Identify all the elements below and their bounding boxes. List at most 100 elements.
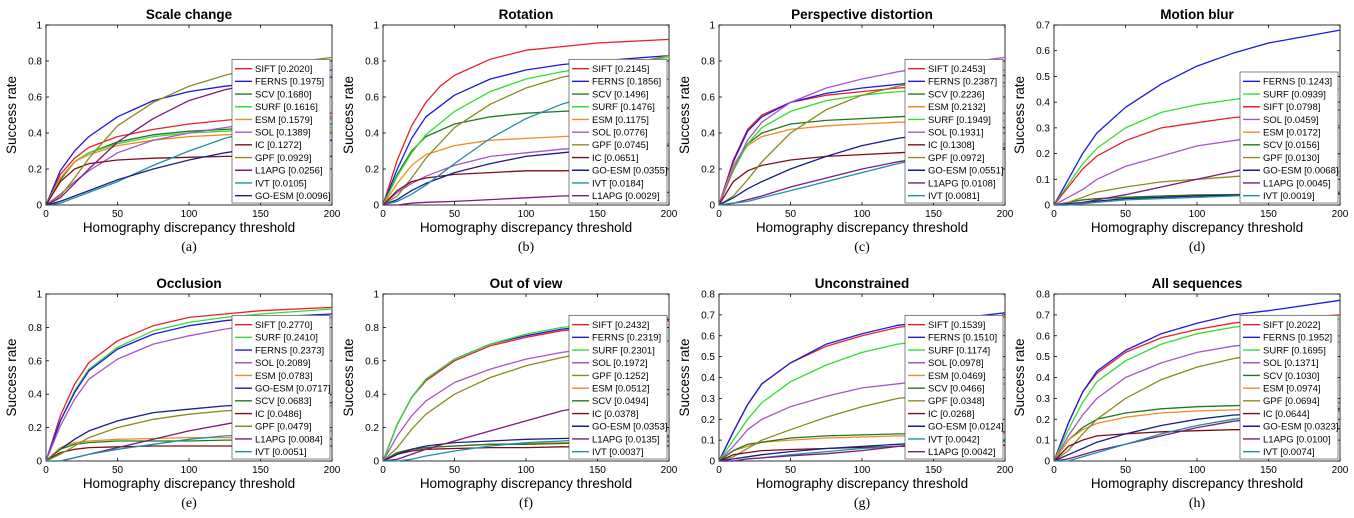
y-tick-label: 0 (1044, 201, 1050, 212)
legend-label: FERNS [0.1856] (592, 77, 661, 88)
legend-label: IVT [0.0042] (928, 434, 980, 445)
legend-label: SCV [0.1496] (592, 89, 649, 100)
y-tick-label: 0.3 (1036, 123, 1050, 134)
legend-label: FERNS [0.2387] (928, 77, 997, 88)
legend-box (904, 58, 1004, 204)
y-tick-label: 0.7 (1036, 21, 1050, 32)
y-tick-label: 0 (36, 201, 42, 212)
y-tick-label: 0 (373, 201, 379, 212)
legend-label: IVT [0.0019] (1263, 191, 1315, 202)
legend-label: GPF [0.0972] (928, 153, 985, 164)
legend-label: SCV [0.0683] (255, 396, 312, 407)
legend-label: SIFT [0.2432] (592, 320, 649, 331)
legend-label: SIFT [0.0798] (1263, 102, 1320, 113)
y-tick-label: 0.6 (28, 356, 42, 367)
panel-title: Unconstrained (815, 276, 910, 291)
y-tick-label: 0.6 (28, 93, 42, 104)
panel-title: Occlusion (156, 276, 221, 291)
y-tick-label: 0.7 (1036, 310, 1050, 321)
series-line-sift (45, 306, 333, 462)
legend-label: SURF [0.0939] (1263, 89, 1326, 100)
legend-label: SCV [0.0494] (592, 396, 649, 407)
legend-label: GPF [0.0130] (1263, 153, 1320, 164)
y-tick-label: 0.8 (28, 323, 42, 334)
y-axis-label: Success rate (4, 76, 19, 154)
legend-label: SURF [0.1174] (928, 345, 990, 356)
x-tick-label: 50 (449, 465, 461, 476)
x-tick-label: 100 (181, 465, 198, 476)
y-tick-label: 0.6 (1036, 46, 1050, 57)
legend-label: SIFT [0.2770] (255, 320, 312, 331)
legend-label: L1APG [0.0256] (255, 166, 323, 177)
legend-label: L1APG [0.0108] (928, 178, 996, 189)
y-tick-label: 0.8 (365, 57, 379, 68)
legend-label: ESM [0.0974] (1263, 383, 1321, 394)
panel-3: Perspective distortion 0 50 100 150 200 0 0.2 0.… (677, 7, 1014, 255)
y-tick-label: 0 (373, 457, 379, 468)
legend-label: SOL [0.1371] (1263, 358, 1319, 369)
x-tick-label: 0 (43, 209, 49, 220)
legend-box (568, 58, 668, 204)
x-axis-label: Homography discrepancy threshold (1091, 220, 1303, 235)
legend-label: IC [0.0644] (1263, 409, 1309, 420)
legend-label: GO-ESM [0.0551] (928, 166, 1004, 177)
x-tick-label: 100 (518, 465, 535, 476)
legend-label: ESM [0.0783] (255, 371, 313, 382)
x-tick-label: 50 (1120, 209, 1132, 220)
legend-label: SCV [0.1680] (255, 89, 312, 100)
x-tick-label: 50 (112, 209, 124, 220)
panel-title: Perspective distortion (791, 7, 933, 22)
y-tick-label: 0.4 (28, 390, 42, 401)
x-tick-label: 200 (661, 465, 678, 476)
x-tick-label: 50 (449, 209, 461, 220)
y-tick-label: 0.1 (1036, 175, 1050, 186)
legend-label: L1APG [0.0100] (1263, 434, 1331, 445)
y-tick-label: 0.8 (1036, 290, 1050, 301)
legend-label: SOL [0.1931] (928, 127, 984, 138)
y-tick-label: 0.2 (28, 165, 42, 176)
legend-label: FERNS [0.1510] (928, 333, 997, 344)
panel-7: Unconstrained 0 50 100 150 200 0 0.1 0.2 0.3 0.4 0.… (677, 276, 1014, 511)
x-tick-label: 0 (716, 465, 722, 476)
y-tick-label: 0.4 (365, 390, 379, 401)
legend-label: ESM [0.0469] (928, 371, 986, 382)
y-tick-label: 0.3 (1036, 394, 1050, 405)
legend-label: SCV [0.2236] (928, 89, 985, 100)
legend-label: L1APG [0.0029] (592, 191, 660, 202)
legend-label: SIFT [0.2020] (255, 64, 312, 75)
subfigure-label: (d) (1189, 240, 1206, 255)
x-axis-label: Homography discrepancy threshold (756, 476, 968, 491)
x-axis-label: Homography discrepancy threshold (420, 220, 632, 235)
legend-label: FERNS [0.1243] (1263, 77, 1332, 88)
x-axis-label: Homography discrepancy threshold (420, 476, 632, 491)
legend-label: IC [0.0378] (592, 409, 638, 420)
legend-label: SIFT [0.2022] (1263, 320, 1320, 331)
x-axis-label: Homography discrepancy threshold (1091, 476, 1303, 491)
y-tick-label: 0.8 (28, 57, 42, 68)
legend-label: FERNS [0.2319] (592, 333, 661, 344)
panel-8: All sequences 0 50 100 150 200 0 0.1 0.2 0.3 0.4 0.… (1012, 276, 1349, 511)
x-tick-label: 0 (380, 209, 386, 220)
legend-label: GPF [0.0479] (255, 422, 312, 433)
y-tick-label: 0.2 (1036, 149, 1050, 160)
legend-label: ESM [0.1579] (255, 115, 313, 126)
y-tick-label: 0.4 (1036, 98, 1050, 109)
y-tick-label: 0.1 (1036, 436, 1050, 447)
series-line-sift (382, 38, 670, 206)
x-tick-label: 200 (324, 465, 341, 476)
legend-label: SIFT [0.2453] (928, 64, 985, 75)
y-tick-label: 0.4 (701, 373, 715, 384)
y-tick-label: 0.6 (701, 331, 715, 342)
x-axis-label: Homography discrepancy threshold (83, 220, 295, 235)
x-tick-label: 150 (925, 465, 942, 476)
legend-label: IC [0.0651] (592, 153, 638, 164)
x-tick-label: 0 (43, 465, 49, 476)
subfigure-label: (c) (854, 240, 870, 255)
legend-label: ESM [0.0172] (1263, 127, 1321, 138)
legend-label: IVT [0.0074] (1263, 447, 1315, 458)
legend-label: SIFT [0.2145] (592, 64, 649, 75)
y-tick-label: 0.6 (701, 93, 715, 104)
x-tick-label: 150 (252, 465, 269, 476)
legend-box (1239, 314, 1339, 460)
y-tick-label: 0.5 (1036, 352, 1050, 363)
